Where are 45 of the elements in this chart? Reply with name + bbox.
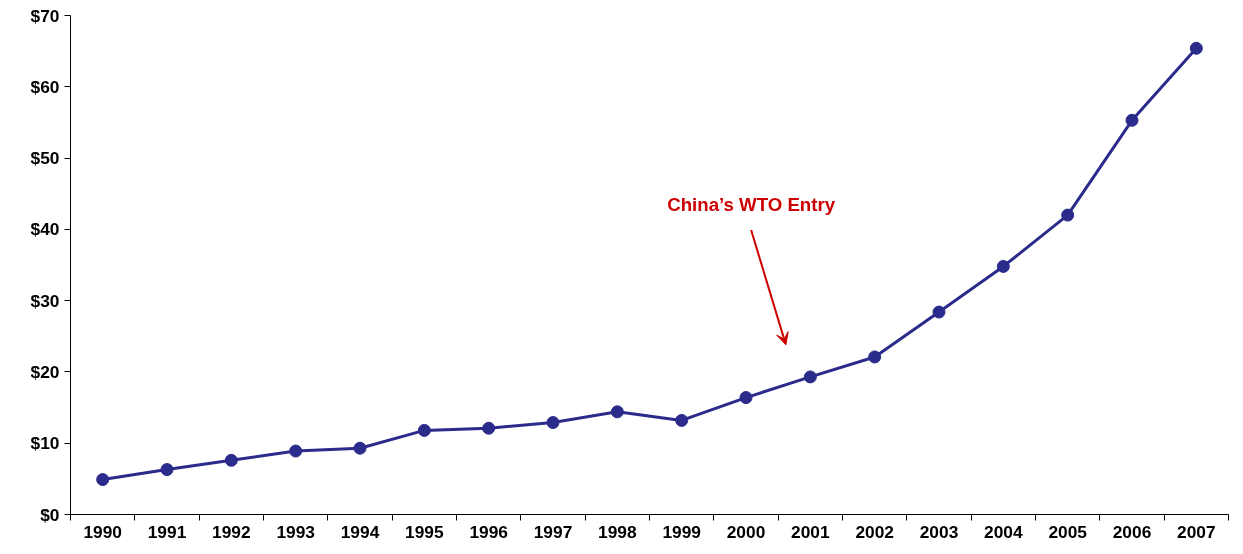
x-tick-label: 2001 [791, 521, 830, 542]
x-tick-label: 2005 [1048, 521, 1088, 542]
x-tick-label: 1993 [276, 521, 316, 542]
point [160, 463, 174, 477]
point [739, 391, 753, 405]
x-tick-label: 2007 [1177, 521, 1216, 542]
x-tick-label: 1999 [662, 521, 701, 542]
point [1061, 208, 1075, 222]
y-tick-label: $70 [30, 5, 60, 26]
y-tick-label: $20 [30, 361, 60, 382]
point [482, 421, 496, 435]
point [610, 405, 624, 419]
x-tick-label: 2006 [1112, 521, 1152, 542]
point [546, 416, 560, 430]
x-tick-label: 1996 [469, 521, 509, 542]
x-tick-label: 1990 [83, 521, 122, 542]
x-tick-label: 1994 [340, 521, 380, 542]
point [353, 441, 367, 455]
x-tick-label: 1998 [598, 521, 637, 542]
y-tick-label: $40 [30, 219, 60, 240]
x-tick-label: 1995 [405, 521, 444, 542]
x-tick-label: 2004 [984, 521, 1023, 542]
point [289, 444, 303, 458]
point [417, 423, 431, 437]
point [868, 350, 882, 364]
x-tick-label: 1997 [533, 521, 573, 542]
point [96, 473, 110, 487]
x-tick-label: 2002 [855, 521, 894, 542]
x-tick-label: 2003 [919, 521, 959, 542]
y-tick-label: $10 [30, 433, 60, 454]
point [1189, 41, 1203, 55]
point [1125, 113, 1139, 127]
point [932, 305, 946, 319]
y-tick-label: $0 [40, 504, 60, 525]
point [996, 259, 1010, 273]
point [803, 370, 817, 384]
y-tick-label: $30 [30, 290, 60, 311]
x-tick-label: 2000 [726, 521, 766, 542]
point [224, 453, 238, 467]
y-tick-label: $60 [30, 76, 60, 97]
point [675, 413, 689, 427]
annotation: China’s WTO Entry [667, 194, 836, 216]
x-tick-label: 1991 [147, 521, 187, 542]
y-tick-label: $50 [30, 148, 60, 169]
x-tick-label: 1992 [212, 521, 251, 542]
